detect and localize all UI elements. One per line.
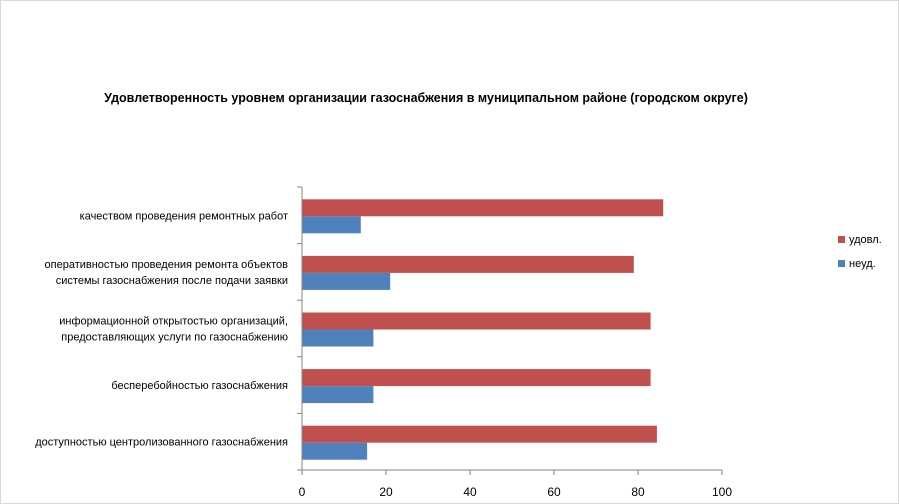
x-tick-label-80: 80 bbox=[631, 485, 645, 499]
x-tick-label-100: 100 bbox=[712, 485, 732, 499]
bar-neud-3 bbox=[302, 329, 374, 347]
bar-neud-4 bbox=[302, 386, 374, 404]
bar-udovl-3 bbox=[302, 312, 651, 330]
category-label-2-line-2: системы газоснабжения после подачи заявк… bbox=[56, 275, 288, 287]
chart-title: Удовлетворенность уровнем организации га… bbox=[104, 91, 748, 105]
x-tick-label-40: 40 bbox=[463, 485, 477, 499]
category-label-5: доступностью центролизованного газоснабж… bbox=[35, 437, 288, 449]
x-tick-label-20: 20 bbox=[379, 485, 393, 499]
bar-neud-1 bbox=[302, 216, 361, 234]
x-tick-label-60: 60 bbox=[547, 485, 561, 499]
legend-swatch-udovl bbox=[838, 236, 845, 243]
category-labels-group: качеством проведения ремонтных работ опер… bbox=[35, 210, 288, 448]
category-label-3-line-1: информационной открытостью организаций, bbox=[59, 316, 288, 328]
legend-swatch-neud bbox=[838, 260, 845, 267]
legend-label-neud: неуд. bbox=[849, 258, 876, 270]
category-label-4: бесперебойностью газоснабжения bbox=[111, 380, 288, 392]
bar-neud-2 bbox=[302, 272, 391, 290]
category-label-1: качеством проведения ремонтных работ bbox=[80, 210, 288, 222]
legend-label-udovl: удовл. bbox=[849, 234, 882, 246]
bar-udovl-2 bbox=[302, 255, 634, 273]
category-label-2-line-1: оперативностью проведения ремонта объект… bbox=[45, 259, 289, 271]
legend: удовл. неуд. bbox=[838, 234, 882, 270]
bar-neud-5 bbox=[302, 442, 368, 460]
bar-udovl-4 bbox=[302, 369, 651, 387]
bars-group bbox=[302, 199, 664, 460]
x-tick-labels-group: 0 20 40 60 80 100 bbox=[299, 485, 733, 499]
category-label-3-line-2: предоставляющих услуги по газоснабжению bbox=[61, 332, 288, 344]
x-tick-label-0: 0 bbox=[299, 485, 306, 499]
axes-group bbox=[297, 186, 723, 475]
bar-udovl-1 bbox=[302, 199, 664, 217]
bar-udovl-5 bbox=[302, 425, 657, 443]
